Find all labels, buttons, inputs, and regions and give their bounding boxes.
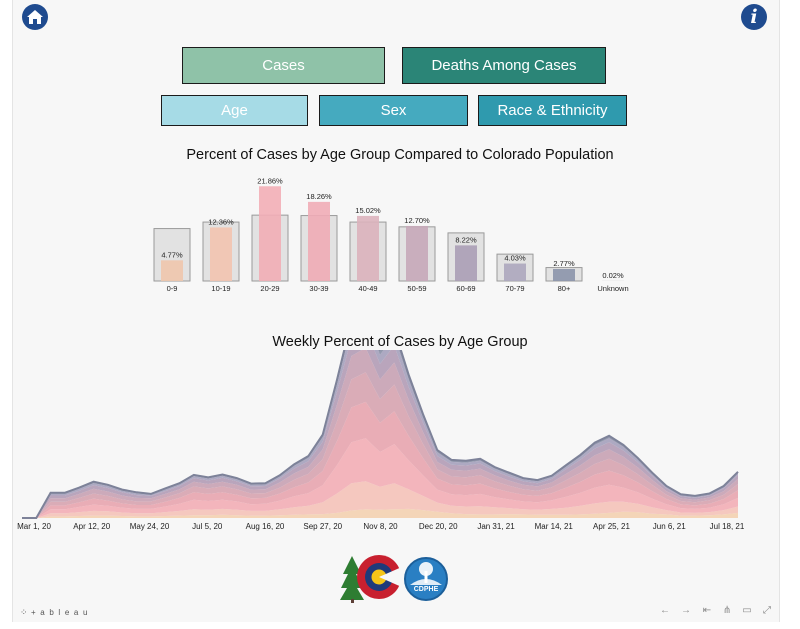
bar-value-label: 4.77% bbox=[161, 250, 183, 259]
bar-value-label: 12.36% bbox=[208, 217, 234, 226]
x-tick-label: 80+ bbox=[558, 284, 571, 293]
x-tick-label: May 24, 20 bbox=[130, 522, 170, 531]
x-tick-label: 10-19 bbox=[211, 284, 230, 293]
cases-button[interactable]: Cases bbox=[182, 47, 385, 84]
cases-bar[interactable] bbox=[504, 263, 526, 281]
cases-bar[interactable] bbox=[357, 215, 379, 281]
tableau-brand[interactable]: ⁘ + a b l e a u bbox=[20, 607, 89, 618]
info-icon[interactable]: i bbox=[741, 4, 767, 30]
bar-value-label: 0.02% bbox=[602, 271, 624, 280]
age-area-band[interactable] bbox=[22, 401, 738, 518]
undo-icon[interactable]: ← bbox=[660, 605, 670, 616]
info-glyph: i bbox=[750, 5, 758, 28]
x-tick-label: Unknown bbox=[597, 284, 628, 293]
home-icon[interactable] bbox=[22, 4, 48, 30]
comment-icon[interactable]: ▭ bbox=[742, 605, 752, 616]
x-tick-label: Jul 5, 20 bbox=[192, 522, 223, 531]
race-ethnicity-button[interactable]: Race & Ethnicity bbox=[478, 95, 627, 126]
bar-value-label: 21.86% bbox=[257, 176, 283, 185]
x-tick-label: Mar 1, 20 bbox=[17, 522, 51, 531]
bar-value-label: 18.26% bbox=[306, 192, 332, 201]
fullscreen-icon[interactable]: ⤢ bbox=[763, 605, 771, 616]
age-bar-chart-title: Percent of Cases by Age Group Compared t… bbox=[186, 147, 614, 163]
x-tick-label: Jan 31, 21 bbox=[477, 522, 515, 531]
x-tick-label: 20-29 bbox=[260, 284, 279, 293]
tableau-logo-icon: ⁘ bbox=[20, 607, 28, 617]
weekly-area-chart: Mar 1, 20 Apr 12, 20 May 24, 20 Jul 5, 20 Au… bbox=[17, 350, 745, 531]
weekly-area-chart-title: Weekly Percent of Cases by Age Group bbox=[272, 334, 528, 350]
x-tick-label: Mar 14, 21 bbox=[535, 522, 574, 531]
redo-icon[interactable]: → bbox=[681, 605, 691, 616]
age-button[interactable]: Age bbox=[161, 95, 308, 126]
bar-value-label: 8.22% bbox=[455, 235, 477, 244]
x-tick-label: Dec 20, 20 bbox=[419, 522, 458, 531]
age-area-band[interactable] bbox=[22, 481, 738, 518]
x-tick-label: 40-49 bbox=[358, 284, 377, 293]
bar-value-label: 15.02% bbox=[355, 206, 381, 215]
bar-value-label: 12.70% bbox=[404, 216, 430, 225]
age-area-band[interactable] bbox=[22, 372, 738, 518]
cases-bar[interactable] bbox=[553, 268, 575, 281]
x-tick-label: 50-59 bbox=[407, 284, 426, 293]
cases-bar[interactable] bbox=[161, 260, 183, 281]
x-tick-label: 0-9 bbox=[167, 284, 178, 293]
bar-value-label: 4.03% bbox=[504, 254, 526, 263]
x-tick-label: Apr 25, 21 bbox=[593, 522, 630, 531]
cdphe-logo-text: CDPHE bbox=[413, 586, 439, 593]
revert-icon[interactable]: ⇤ bbox=[702, 605, 712, 616]
total-outline bbox=[22, 350, 739, 519]
x-tick-label: Jul 18, 21 bbox=[710, 522, 745, 531]
x-tick-label: Jun 6, 21 bbox=[653, 522, 686, 531]
colorado-logo bbox=[340, 555, 402, 603]
cases-bar[interactable] bbox=[259, 186, 281, 281]
age-bar-chart: 4.77% 0-9 12.36% 10-19 21.86% 20-29 18.26% 30-3… bbox=[153, 176, 629, 293]
age-area-band[interactable] bbox=[22, 350, 738, 518]
cases-bar[interactable] bbox=[455, 245, 477, 281]
x-tick-label: 30-39 bbox=[309, 284, 328, 293]
x-tick-label: Apr 12, 20 bbox=[73, 522, 110, 531]
x-tick-label: Aug 16, 20 bbox=[246, 522, 285, 531]
age-area-band[interactable] bbox=[22, 438, 738, 518]
share-icon[interactable]: ⋔ bbox=[722, 605, 732, 616]
cases-bar[interactable] bbox=[308, 201, 330, 281]
bar-value-label: 2.77% bbox=[553, 259, 575, 268]
age-area-band[interactable] bbox=[22, 350, 738, 518]
x-tick-label: Sep 27, 20 bbox=[303, 522, 342, 531]
tableau-wordmark: + a b l e a u bbox=[30, 608, 89, 617]
sex-button[interactable]: Sex bbox=[319, 95, 468, 126]
x-tick-label: Nov 8, 20 bbox=[363, 522, 398, 531]
deaths-among-cases-button[interactable]: Deaths Among Cases bbox=[402, 47, 606, 84]
age-area-band[interactable] bbox=[22, 508, 738, 518]
cases-bar[interactable] bbox=[210, 227, 232, 281]
cases-bar[interactable] bbox=[406, 225, 428, 281]
cdphe-logo: CDPHE bbox=[404, 557, 448, 601]
x-tick-label: 60-69 bbox=[456, 284, 475, 293]
x-tick-label: 70-79 bbox=[505, 284, 524, 293]
